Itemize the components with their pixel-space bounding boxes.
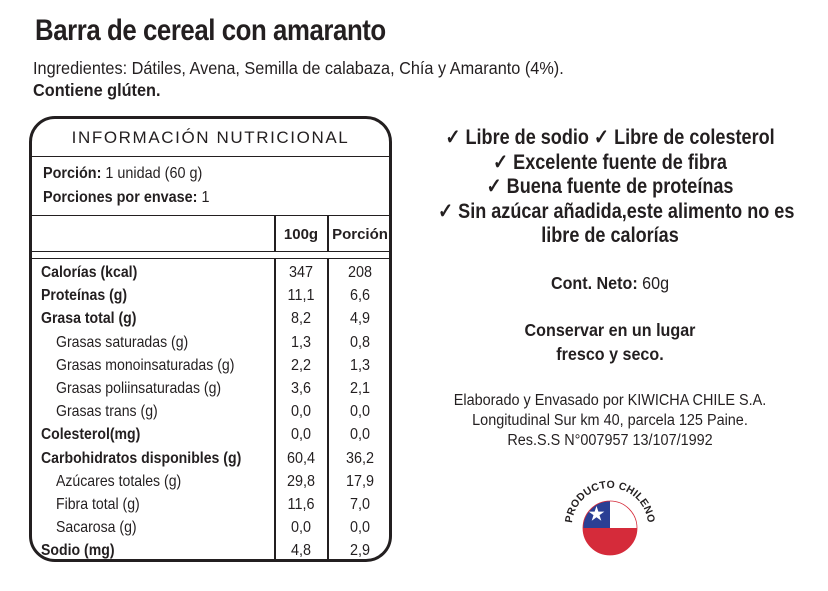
value-per-100g: 0,0 [290,426,312,444]
ingredients-text: Ingredientes: Dátiles, Avena, Semilla de… [33,58,564,78]
nutrient-label: Carbohidratos disponibles (g) [41,449,242,467]
portion-block: Porción: 1 unidad (60 g) Porciones por e… [32,157,389,216]
column-header-portion: Porción [332,225,388,243]
table-row: Sacarosa (g) 0,0 0,0 [32,516,389,539]
value-per-portion: 0,8 [349,333,371,351]
table-row: Sodio (mg) 4,8 2,9 [32,539,389,560]
value-per-100g: 347 [288,264,314,281]
value-per-portion: 0,0 [349,403,371,421]
value-per-100g: 29,8 [286,472,316,490]
table-header-row: 100g Porción [32,216,389,252]
nutrient-label: Grasas trans (g) [56,403,158,421]
value-per-portion: 6,6 [349,287,371,305]
value-per-100g: 3,6 [290,380,312,397]
health-claims: ✓ Libre de sodio ✓ Libre de colesterol ✓… [410,126,810,249]
manufacturer-line: Res.S.S N°007957 13/107/1992 [507,432,713,449]
nutrient-label: Sodio (mg) [41,542,115,560]
nutrition-header: INFORMACIÓN NUTRICIONAL [32,119,389,157]
table-row: Fibra total (g) 11,6 7,0 [32,493,389,516]
value-per-portion: 2,1 [349,380,371,397]
table-row: Grasas poliinsaturadas (g) 3,6 2,1 [32,377,389,400]
product-title: Barra de cereal con amaranto [35,14,386,47]
value-per-100g: 4,8 [290,542,312,560]
portion-label: Porción: [43,165,102,182]
table-row: Grasas saturadas (g) 1,3 0,8 [32,331,389,354]
portion-size: Porción: 1 unidad (60 g) [43,162,354,186]
nutrient-label: Proteínas (g) [41,287,128,305]
table-row: Grasa total (g) 8,2 4,9 [32,307,389,330]
header-separator [32,252,389,259]
net-content-value: 60g [637,273,670,293]
nutrient-label: Azúcares totales (g) [56,472,182,490]
table-row: Proteínas (g) 11,1 6,6 [32,284,389,307]
claim-line: ✓ Buena fuente de proteínas [486,175,734,198]
table-row: Colesterol(mg) 0,0 0,0 [32,423,389,446]
claim-line: ✓ Sin azúcar añadida,este alimento no es [438,199,795,223]
column-divider [274,216,276,559]
value-per-100g: 1,3 [290,333,312,351]
nutrient-label: Grasa total (g) [41,310,137,328]
nutrient-label: Grasas monoinsaturadas (g) [56,356,235,374]
storage-instructions: Conservar en un lugar fresco y seco. [410,318,810,366]
value-per-100g: 60,4 [286,449,316,467]
manufacturer-line: Elaborado y Envasado por KIWICHA CHILE S… [453,392,767,409]
column-header-100g: 100g [283,225,319,243]
chilean-flag-icon [583,501,637,555]
servings-value: 1 [197,189,210,206]
value-per-portion: 36,2 [345,449,375,467]
servings-label: Porciones por envase: [43,189,198,206]
claim-line: libre de calorías [541,224,679,247]
producto-chileno-seal: PRODUCTO CHILENO [563,479,657,556]
net-content: Cont. Neto: 60g [426,273,794,294]
value-per-100g: 11,6 [287,496,315,513]
table-row: Carbohidratos disponibles (g) 60,4 36,2 [32,447,389,470]
value-per-portion: 7,0 [349,496,371,513]
value-per-portion: 208 [347,264,373,281]
storage-line: fresco y seco. [556,344,664,364]
nutrition-facts-table: INFORMACIÓN NUTRICIONAL Porción: 1 unida… [29,116,392,562]
table-row: Grasas trans (g) 0,0 0,0 [32,400,389,423]
nutrient-label: Grasas saturadas (g) [56,333,189,351]
servings-per-container: Porciones por envase: 1 [43,186,354,210]
portion-value: 1 unidad (60 g) [101,165,203,182]
nutrient-label: Fibra total (g) [56,496,140,513]
value-per-100g: 8,2 [290,310,312,328]
nutrient-label: Calorías (kcal) [41,264,138,281]
value-per-100g: 0,0 [290,403,312,421]
value-per-100g: 2,2 [290,356,312,374]
value-per-portion: 1,3 [349,356,371,374]
nutrient-label: Grasas poliinsaturadas (g) [56,380,222,397]
manufacturer-info: Elaborado y Envasado por KIWICHA CHILE S… [410,391,810,451]
value-per-100g: 0,0 [290,519,312,537]
allergen-warning: Contiene glúten. [33,80,161,100]
value-per-portion: 0,0 [349,519,371,537]
table-row: Grasas monoinsaturadas (g) 2,2 1,3 [32,354,389,377]
value-per-portion: 17,9 [345,472,375,490]
table-row: Calorías (kcal) 347 208 [32,261,389,284]
value-per-portion: 0,0 [349,426,371,444]
nutrient-label: Sacarosa (g) [56,519,137,537]
nutrient-label: Colesterol(mg) [41,426,141,444]
claim-line: ✓ Libre de sodio ✓ Libre de colesterol [445,126,775,149]
nutrient-table: 100g Porción Calorías (kcal) 347 208 Proteí… [32,216,389,560]
value-per-portion: 4,9 [349,310,371,328]
table-row: Azúcares totales (g) 29,8 17,9 [32,470,389,493]
manufacturer-line: Longitudinal Sur km 40, parcela 125 Pain… [472,412,748,429]
storage-line: Conservar en un lugar [524,320,696,340]
column-divider [327,216,329,559]
value-per-100g: 11,1 [287,287,315,305]
net-content-label: Cont. Neto: [550,273,638,293]
value-per-portion: 2,9 [349,542,371,560]
claim-line: ✓ Excelente fuente de fibra [493,150,727,174]
